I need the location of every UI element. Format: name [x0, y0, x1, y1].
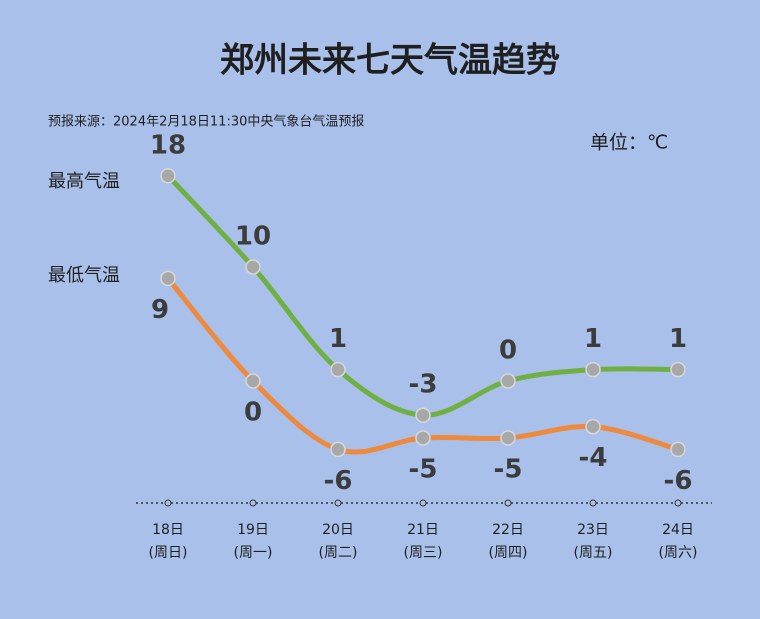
- x-tick-label: 20日: [322, 522, 354, 538]
- data-point: [245, 259, 261, 275]
- data-point: [500, 373, 516, 389]
- data-point: [585, 361, 601, 378]
- axis-tick: [589, 499, 597, 507]
- data-point: [330, 361, 346, 378]
- x-tick-sublabel: (周四): [489, 545, 528, 561]
- data-point: [160, 270, 176, 287]
- data-point: [670, 361, 686, 378]
- value-label: 1: [329, 324, 347, 354]
- value-label: 0: [244, 398, 262, 428]
- data-point: [500, 430, 516, 446]
- data-point: [415, 407, 431, 423]
- value-label: -5: [494, 455, 523, 485]
- x-tick-label: 18日: [152, 522, 184, 538]
- data-point: [330, 441, 346, 458]
- x-tick-sublabel: (周二): [319, 545, 358, 561]
- x-tick-label: 24日: [662, 522, 694, 538]
- value-label: -6: [324, 466, 353, 496]
- series-name: 最低气温: [48, 265, 120, 286]
- data-point: [670, 441, 686, 458]
- value-label: 10: [235, 222, 271, 252]
- x-tick-label: 19日: [237, 522, 269, 538]
- value-label: -3: [409, 370, 438, 400]
- axis-tick: [504, 499, 512, 507]
- series-name: 最高气温: [48, 171, 120, 192]
- value-label: 1: [584, 324, 602, 354]
- x-tick-label: 23日: [577, 522, 609, 538]
- data-point: [585, 418, 601, 435]
- value-label: 0: [499, 336, 517, 366]
- value-label: -6: [664, 466, 693, 496]
- x-tick-sublabel: (周五): [574, 545, 613, 561]
- source-note: 预报来源：2024年2月18日11:30中央气象台气温预报: [48, 114, 364, 130]
- value-label: -4: [579, 443, 608, 473]
- value-label: 1: [669, 324, 687, 354]
- x-tick-sublabel: (周六): [659, 545, 698, 561]
- data-point: [160, 168, 176, 184]
- axis-tick: [674, 499, 682, 507]
- axis-tick: [419, 499, 427, 507]
- chart-title: 郑州未来七天气温趋势: [220, 41, 560, 81]
- x-tick-sublabel: (周三): [404, 545, 443, 561]
- data-point: [245, 373, 261, 389]
- value-label: 18: [150, 130, 186, 160]
- x-tick-label: 22日: [492, 522, 524, 538]
- x-tick-sublabel: (周一): [234, 545, 273, 561]
- value-label: -5: [409, 455, 438, 485]
- value-label: 9: [151, 295, 169, 325]
- x-tick-sublabel: (周日): [149, 545, 188, 561]
- axis-tick: [334, 499, 342, 507]
- data-point: [415, 430, 431, 446]
- unit-label: 单位：℃: [590, 132, 668, 154]
- axis-tick: [164, 499, 172, 507]
- x-tick-label: 21日: [407, 522, 439, 538]
- axis-tick: [249, 499, 257, 507]
